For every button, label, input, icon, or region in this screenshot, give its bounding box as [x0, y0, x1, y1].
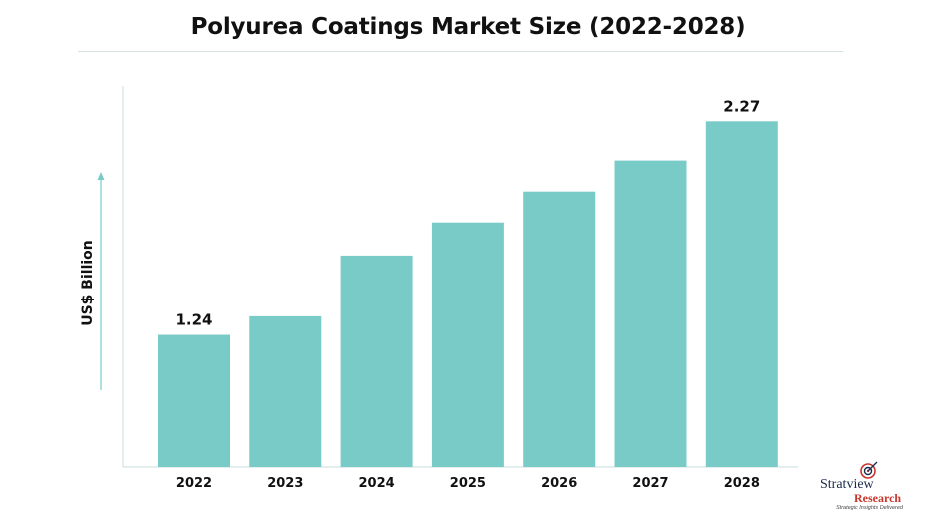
- bar-2022: [158, 334, 230, 467]
- x-tick-label-2022: 2022: [176, 476, 212, 491]
- x-tick-label-2024: 2024: [359, 476, 395, 491]
- x-tick-label-2027: 2027: [632, 476, 668, 491]
- bars-group: [158, 121, 778, 468]
- bar-2025: [431, 222, 504, 467]
- x-tick-label-2023: 2023: [267, 476, 303, 491]
- logo-word-stratview: Stratview: [820, 477, 874, 492]
- data-labels: 1.24 2.27: [175, 97, 760, 328]
- bar-2027: [614, 160, 687, 467]
- bar-2028: [705, 121, 778, 468]
- data-label-2028: 2.27: [723, 97, 760, 115]
- x-tick-label-2028: 2028: [724, 476, 760, 491]
- x-tick-label-2025: 2025: [450, 476, 486, 491]
- y-axis-arrow-head: [97, 172, 105, 180]
- x-tick-labels: 2022 2023 2024 2025 2026 2027 2028: [176, 476, 760, 491]
- title-divider: [78, 51, 843, 52]
- logo-word-research: Research: [854, 491, 902, 505]
- stratview-logo: Stratview Research Strategic Insights De…: [812, 460, 922, 516]
- bar-2024: [340, 255, 413, 467]
- chart-title: Polyurea Coatings Market Size (2022-2028…: [190, 14, 746, 40]
- bar-2026: [523, 191, 596, 467]
- logo-tagline: Strategic Insights Delivered: [836, 505, 903, 511]
- target-icon: [860, 461, 878, 479]
- data-label-2022: 1.24: [175, 311, 212, 329]
- x-tick-label-2026: 2026: [541, 476, 577, 491]
- y-axis-label: US$ Billion: [80, 240, 96, 326]
- bar-2023: [249, 315, 322, 467]
